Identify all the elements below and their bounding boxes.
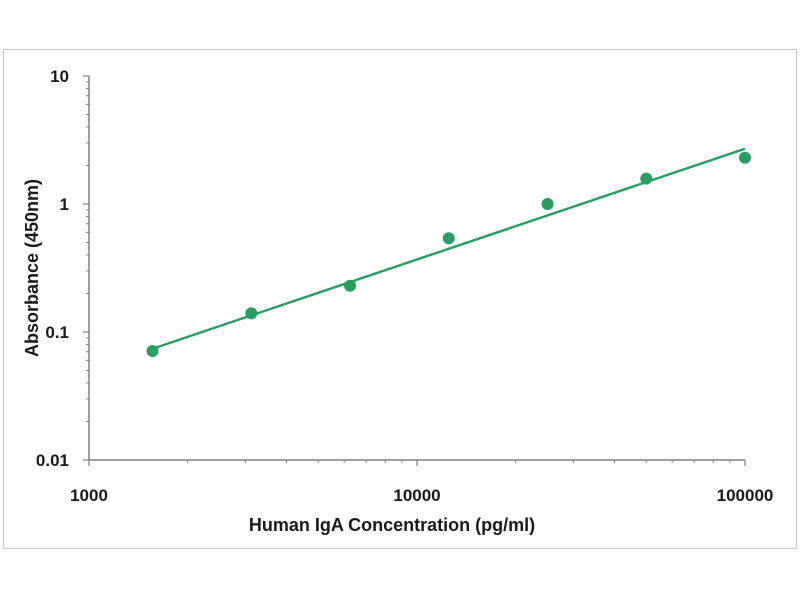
y-tick-labels: 10 1 0.1 0.01	[36, 67, 69, 470]
data-point	[146, 345, 159, 358]
x-tick-marks	[88, 460, 746, 466]
data-point	[344, 279, 357, 292]
y-axis-title: Absorbance (450nm)	[22, 179, 42, 357]
data-point	[541, 198, 554, 210]
data-points	[146, 151, 751, 358]
outer-border	[3, 49, 797, 549]
data-point	[640, 172, 653, 185]
x-tick-labels: 1000 10000 100000	[70, 486, 773, 505]
y-tick-marks	[83, 75, 89, 461]
x-tick-label: 100000	[717, 486, 774, 505]
x-tick-label: 1000	[70, 486, 108, 505]
data-point	[739, 151, 751, 164]
data-point	[245, 307, 258, 320]
x-tick-label: 10000	[393, 486, 440, 505]
y-tick-label: 0.01	[36, 451, 69, 470]
y-tick-label: 10	[50, 67, 69, 86]
y-tick-label: 1	[60, 195, 69, 214]
data-point	[442, 232, 455, 245]
y-tick-label: 0.1	[45, 323, 69, 342]
x-axis-title: Human IgA Concentration (pg/ml)	[249, 515, 535, 535]
